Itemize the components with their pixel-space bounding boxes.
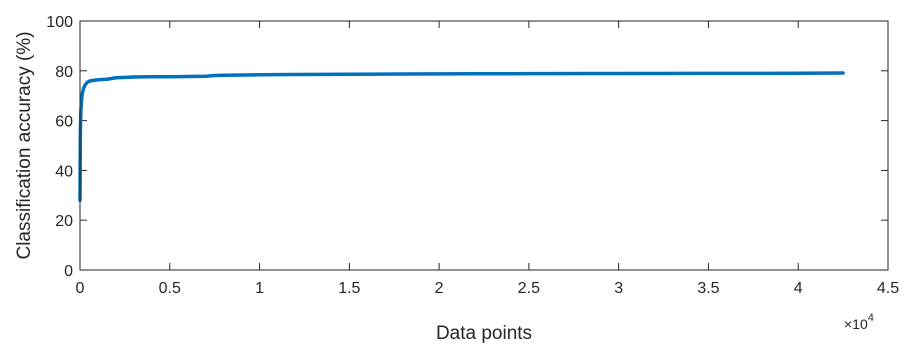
accuracy-series-line bbox=[78, 71, 845, 203]
y-tick-label: 60 bbox=[55, 114, 73, 131]
x-tick-label: 4 bbox=[794, 280, 803, 297]
x-tick-label: 0 bbox=[76, 280, 85, 297]
x-axis-multiplier-exponent: 4 bbox=[868, 312, 874, 324]
y-axis-title: Classification accuracy (%) bbox=[14, 31, 35, 259]
y-tick-label: 0 bbox=[64, 263, 73, 280]
x-tick-label: 0.5 bbox=[159, 280, 181, 297]
x-tick-label: 1.5 bbox=[338, 280, 360, 297]
y-tick-label: 100 bbox=[46, 14, 73, 31]
plot-area bbox=[80, 21, 888, 270]
x-tick-label: 2 bbox=[435, 280, 444, 297]
axis-ticks bbox=[79, 20, 889, 271]
x-tick-label: 3.5 bbox=[697, 280, 719, 297]
plot-frame bbox=[79, 20, 889, 271]
axis-tick-labels: 0 0.5 1 1.5 2 2.5 3 3.5 4 4.5 0 20 40 60 80 100 bbox=[46, 14, 899, 297]
x-tick-label: 2.5 bbox=[518, 280, 540, 297]
x-tick-label: 1 bbox=[255, 280, 264, 297]
y-tick-label: 80 bbox=[55, 64, 73, 81]
y-tick-label: 20 bbox=[55, 213, 73, 230]
x-tick-label: 4.5 bbox=[877, 280, 899, 297]
x-axis-multiplier-base: ×10 bbox=[844, 316, 868, 332]
y-tick-label: 40 bbox=[55, 163, 73, 180]
x-tick-label: 3 bbox=[614, 280, 623, 297]
x-axis-multiplier: ×104 bbox=[844, 312, 874, 332]
x-axis-title: Data points bbox=[436, 323, 532, 344]
